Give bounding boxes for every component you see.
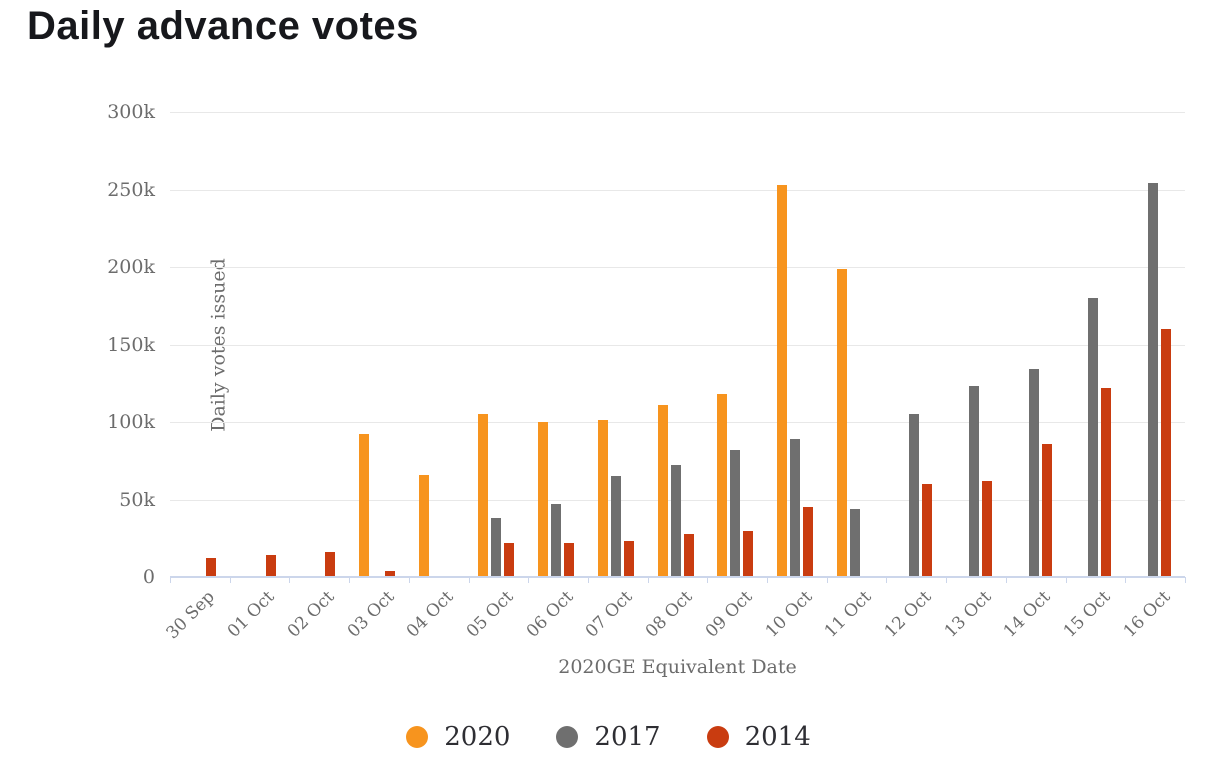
x-tick-mark: [886, 577, 888, 583]
x-tick-mark: [707, 577, 709, 583]
x-tick-label-01-oct: 01 Oct: [224, 587, 279, 642]
bar-2020-08-oct[interactable]: [657, 404, 668, 577]
bar-2017-11-oct[interactable]: [849, 508, 860, 577]
y-tick-label-150k: 150k: [107, 333, 155, 356]
bar-2017-07-oct[interactable]: [610, 476, 621, 577]
bar-2020-11-oct[interactable]: [836, 268, 847, 577]
x-tick-mark: [349, 577, 351, 583]
bar-2014-07-oct[interactable]: [623, 541, 634, 577]
legend-item-2017[interactable]: 2017: [556, 722, 661, 752]
x-tick-mark: [587, 577, 589, 583]
x-tick-mark: [1125, 577, 1127, 583]
gridline-150k: [170, 344, 1185, 346]
x-tick-label-08-oct: 08 Oct: [641, 587, 697, 642]
bar-2017-10-oct[interactable]: [789, 439, 800, 577]
bar-2014-02-oct[interactable]: [325, 552, 336, 577]
x-tick-mark: [826, 577, 828, 583]
x-tick-label-04-oct: 04 Oct: [403, 587, 458, 642]
gridline-100k: [170, 422, 1185, 423]
legend: 2020 2017 2014: [0, 722, 1217, 752]
x-tick-label-14-oct: 14 Oct: [1000, 587, 1055, 642]
x-tick-mark: [946, 577, 948, 583]
x-tick-label-12-oct: 12 Oct: [880, 587, 936, 642]
x-axis-line: [170, 576, 1185, 578]
x-tick-label-09-oct: 09 Oct: [701, 587, 757, 642]
bar-2017-08-oct[interactable]: [670, 465, 681, 577]
bar-2017-06-oct[interactable]: [551, 504, 562, 577]
bar-2017-15-oct[interactable]: [1088, 298, 1099, 577]
x-tick-label-16-oct: 16 Oct: [1119, 587, 1175, 642]
legend-label-2014: 2014: [744, 722, 811, 752]
x-tick-mark: [1065, 577, 1067, 583]
x-tick-label-13-oct: 13 Oct: [940, 587, 996, 642]
bar-2014-01-oct[interactable]: [265, 555, 276, 577]
x-tick-label-02-oct: 02 Oct: [283, 587, 339, 642]
x-tick-label-11-oct: 11 Oct: [821, 587, 876, 642]
bar-2014-12-oct[interactable]: [922, 484, 933, 577]
bar-2020-09-oct[interactable]: [717, 394, 728, 577]
gridline-300k: [170, 112, 1185, 113]
x-tick-label-30-sep: 30 Sep: [162, 587, 220, 644]
bar-2014-15-oct[interactable]: [1101, 387, 1112, 577]
bar-2014-05-oct[interactable]: [504, 542, 515, 577]
bar-2020-07-oct[interactable]: [597, 420, 608, 577]
bar-2014-08-oct[interactable]: [683, 533, 694, 577]
bar-2017-09-oct[interactable]: [730, 449, 741, 577]
x-tick-mark: [229, 577, 231, 583]
x-tick-mark: [170, 577, 171, 583]
x-tick-label-03-oct: 03 Oct: [343, 587, 399, 642]
legend-swatch-2017: [556, 726, 579, 748]
legend-item-2020[interactable]: 2020: [406, 722, 510, 752]
x-tick-mark: [528, 577, 530, 583]
legend-item-2014[interactable]: 2014: [706, 722, 811, 752]
bar-2020-10-oct[interactable]: [776, 184, 787, 577]
y-tick-label-200k: 200k: [107, 256, 155, 278]
bar-2020-05-oct[interactable]: [478, 414, 489, 577]
bar-2017-13-oct[interactable]: [969, 386, 980, 577]
y-tick-label-0: 0: [142, 566, 155, 588]
y-tick-label-100k: 100k: [107, 411, 155, 433]
bar-2017-12-oct[interactable]: [909, 414, 920, 577]
bar-2014-06-oct[interactable]: [564, 542, 575, 577]
y-tick-label-250k: 250k: [107, 178, 155, 201]
x-tick-mark: [1005, 577, 1007, 583]
legend-label-2017: 2017: [594, 722, 661, 752]
x-tick-mark: [468, 577, 470, 583]
bar-2017-16-oct[interactable]: [1148, 183, 1159, 577]
x-axis-title: 2020GE Equivalent Date: [558, 656, 797, 678]
x-tick-label-10-oct: 10 Oct: [761, 587, 817, 642]
x-tick-mark: [1185, 577, 1186, 583]
legend-label-2020: 2020: [444, 722, 511, 752]
bar-2017-05-oct[interactable]: [491, 518, 502, 577]
bar-2014-09-oct[interactable]: [743, 530, 754, 577]
y-tick-label-50k: 50k: [119, 488, 155, 511]
plot-area: [170, 112, 1185, 578]
bar-2014-13-oct[interactable]: [982, 480, 993, 577]
bar-2017-14-oct[interactable]: [1028, 369, 1039, 577]
bar-2014-14-oct[interactable]: [1041, 443, 1052, 577]
bar-2014-16-oct[interactable]: [1161, 329, 1172, 577]
bar-2020-03-oct[interactable]: [358, 434, 369, 577]
bar-2020-06-oct[interactable]: [538, 422, 549, 577]
chart-title: Daily advance votes: [27, 4, 419, 48]
x-tick-label-06-oct: 06 Oct: [522, 587, 578, 642]
x-tick-mark: [767, 577, 769, 583]
legend-swatch-2014: [706, 726, 729, 748]
gridline-200k: [170, 267, 1185, 268]
y-tick-label-300k: 300k: [107, 101, 155, 123]
x-tick-label-05-oct: 05 Oct: [462, 587, 518, 642]
x-tick-mark: [289, 577, 291, 583]
bar-2014-10-oct[interactable]: [802, 507, 813, 577]
gridline-250k: [170, 189, 1185, 191]
x-tick-mark: [647, 577, 649, 583]
bar-2014-30-sep[interactable]: [205, 558, 216, 577]
bar-2020-04-oct[interactable]: [418, 474, 429, 577]
legend-swatch-2020: [406, 726, 429, 748]
x-tick-mark: [408, 577, 410, 583]
bar-2014-03-oct[interactable]: [384, 570, 395, 577]
x-tick-label-07-oct: 07 Oct: [582, 587, 637, 642]
x-tick-label-15-oct: 15 Oct: [1059, 587, 1115, 642]
